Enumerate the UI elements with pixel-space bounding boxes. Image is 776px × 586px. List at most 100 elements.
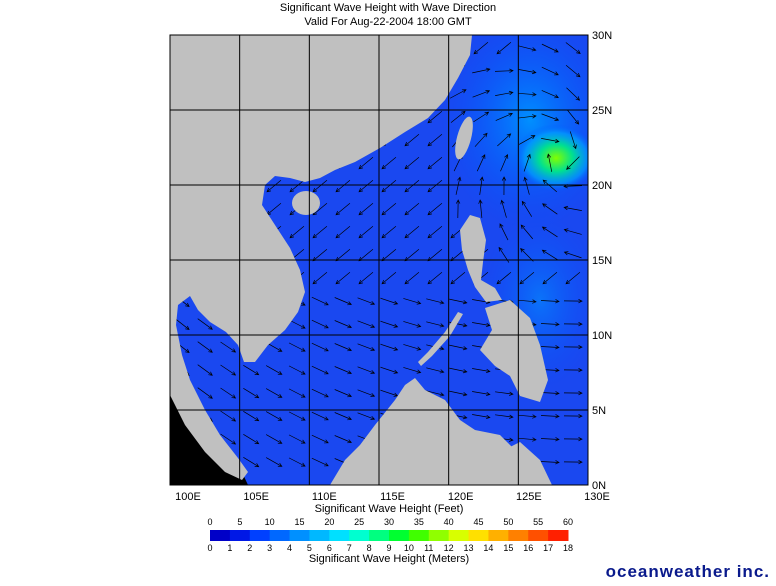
feet-tick-label: 20 [324, 517, 334, 527]
borneo [330, 378, 520, 485]
arrow [569, 131, 577, 150]
feet-tick-label: 15 [294, 517, 304, 527]
arrow [289, 179, 305, 193]
arrow [474, 132, 488, 147]
feet-tick-label: 35 [414, 517, 424, 527]
arrow [541, 113, 560, 121]
arrow [565, 42, 581, 54]
arrow [357, 320, 376, 328]
arrow [174, 318, 190, 331]
arrow [311, 365, 329, 375]
arrow [563, 413, 583, 419]
arrow [563, 436, 583, 442]
lon-label: 130E [584, 491, 610, 503]
lon-label: 100E [175, 491, 201, 503]
arrow [496, 271, 512, 285]
arrow [427, 271, 443, 285]
arrow [335, 225, 351, 239]
map [170, 35, 588, 485]
arrow [335, 179, 351, 193]
arrow [472, 322, 491, 328]
logo: oceanweather inc. [606, 562, 770, 581]
arrow [523, 176, 530, 195]
lon-label: 120E [448, 491, 474, 503]
graticule [170, 35, 588, 485]
arrow [566, 156, 580, 170]
arrow [499, 223, 509, 241]
arrow [495, 112, 513, 121]
arrow [521, 200, 533, 217]
arrow [197, 318, 213, 330]
arrow [495, 391, 514, 396]
meters-tick-label: 13 [464, 543, 474, 553]
arrow [311, 434, 329, 444]
arrow [565, 271, 581, 285]
arrow [518, 114, 537, 119]
arrow [517, 92, 537, 97]
arrow [427, 202, 443, 216]
arrow [523, 153, 531, 172]
arrow [449, 298, 468, 305]
colorbar-segment [249, 530, 271, 541]
arrow [494, 68, 514, 73]
arrow [520, 248, 534, 262]
arrow [335, 271, 351, 285]
arrow [311, 342, 329, 352]
arrow [427, 225, 443, 239]
no-data-land [170, 350, 248, 485]
colorbar-segment [508, 530, 529, 541]
arrow [450, 110, 466, 123]
lat-label: 25N [592, 105, 612, 117]
arrow [426, 298, 445, 305]
arrow [381, 202, 397, 216]
feet-title: Significant Wave Height (Feet) [315, 503, 464, 515]
arrow [265, 388, 283, 398]
feet-tick-label: 5 [237, 517, 242, 527]
hainan [292, 191, 320, 215]
feet-tick-label: 45 [473, 517, 483, 527]
feet-tick-label: 60 [563, 517, 573, 527]
feet-tick-label: 30 [384, 517, 394, 527]
arrow [380, 366, 399, 374]
arrow [426, 390, 445, 397]
arrow [501, 176, 507, 196]
colorbar-segment [309, 530, 330, 541]
arrow [358, 202, 374, 216]
mainland [170, 35, 472, 480]
arrow [518, 437, 537, 442]
arrow [312, 271, 328, 285]
arrow [357, 343, 376, 351]
arrow [563, 251, 582, 259]
palawan [418, 312, 463, 366]
arrow [540, 460, 560, 465]
arrow [563, 344, 583, 350]
arrow [563, 228, 582, 235]
arrow [312, 225, 328, 239]
arrow [427, 156, 443, 170]
arrow [403, 298, 422, 305]
arrow [266, 179, 282, 193]
arrow [220, 341, 237, 353]
arrow [358, 225, 374, 239]
arrow [380, 320, 399, 328]
arrow [403, 367, 422, 374]
arrow [404, 179, 420, 193]
meters-tick-label: 0 [207, 543, 212, 553]
arrow [288, 434, 306, 444]
meters-tick-label: 11 [424, 543, 433, 553]
arrow [540, 299, 560, 304]
arrow [540, 322, 560, 327]
colorbar-segment [428, 530, 450, 541]
arrow [563, 298, 583, 304]
arrow [311, 319, 329, 329]
meters-tick-label: 3 [267, 543, 272, 553]
arrow [541, 249, 558, 261]
arrow [472, 391, 491, 397]
arrow [381, 225, 397, 239]
wave-peak [514, 124, 588, 192]
colorbar-segment [488, 530, 509, 541]
arrow [288, 411, 306, 421]
arrow [540, 391, 560, 396]
arrow [288, 365, 306, 375]
